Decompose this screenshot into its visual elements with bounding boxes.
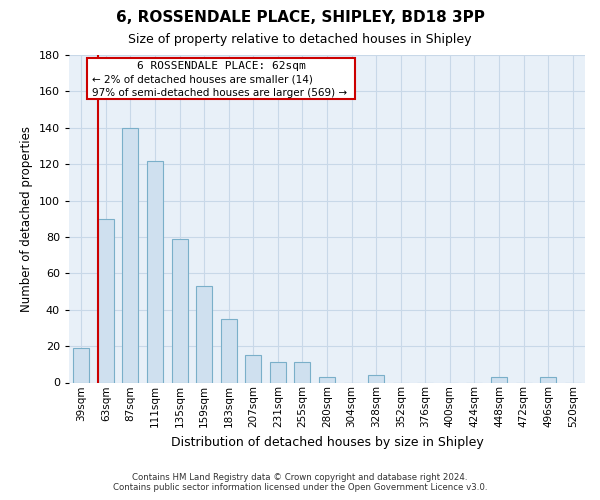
Text: 97% of semi-detached houses are larger (569) →: 97% of semi-detached houses are larger (… (92, 88, 347, 98)
Bar (491, 377, 507, 382)
Text: ← 2% of detached houses are smaller (14): ← 2% of detached houses are smaller (14) (92, 74, 313, 85)
Text: Contains HM Land Registry data © Crown copyright and database right 2024.
Contai: Contains HM Land Registry data © Crown c… (113, 473, 487, 492)
FancyBboxPatch shape (87, 58, 355, 99)
Y-axis label: Number of detached properties: Number of detached properties (20, 126, 33, 312)
Bar (172, 239, 188, 382)
Text: Size of property relative to detached houses in Shipley: Size of property relative to detached ho… (128, 32, 472, 46)
Bar (295, 362, 310, 382)
Text: 6 ROSSENDALE PLACE: 62sqm: 6 ROSSENDALE PLACE: 62sqm (137, 60, 305, 70)
Bar (147, 160, 163, 382)
Bar (540, 377, 556, 382)
Bar (122, 128, 139, 382)
Bar (368, 375, 384, 382)
Bar (270, 362, 286, 382)
Bar (221, 319, 236, 382)
Bar (319, 377, 335, 382)
X-axis label: Distribution of detached houses by size in Shipley: Distribution of detached houses by size … (170, 436, 484, 448)
Text: 6, ROSSENDALE PLACE, SHIPLEY, BD18 3PP: 6, ROSSENDALE PLACE, SHIPLEY, BD18 3PP (116, 10, 484, 25)
Bar (73, 348, 89, 382)
Bar (98, 219, 114, 382)
Bar (196, 286, 212, 382)
Bar (245, 355, 261, 382)
